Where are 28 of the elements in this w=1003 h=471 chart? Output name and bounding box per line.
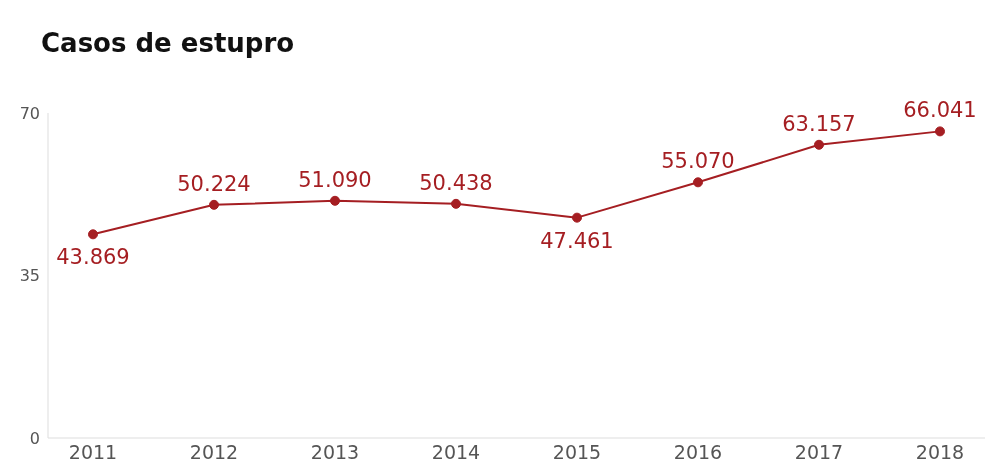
- x-tick-label: 2012: [189, 441, 239, 464]
- y-tick-label: 70: [19, 103, 40, 123]
- x-tick-label: 2015: [552, 441, 602, 464]
- point: [451, 198, 461, 209]
- x-tick-label: 2018: [915, 441, 965, 464]
- point: [330, 195, 340, 206]
- x-tick-label: 2011: [68, 441, 118, 464]
- point: [935, 126, 945, 137]
- y-tick-label: 0: [29, 428, 40, 448]
- x-tick-label: 2013: [310, 441, 360, 464]
- data-label: 43.869: [56, 245, 130, 270]
- point: [693, 177, 703, 188]
- chart-title: Casos de estupro: [40, 27, 296, 60]
- y-tick-label: 35: [19, 266, 40, 286]
- data-label: 50.438: [419, 170, 493, 195]
- data-label: 51.090: [298, 167, 372, 192]
- data-label: 55.070: [661, 149, 735, 174]
- data-label: 47.461: [540, 228, 614, 253]
- x-tick-label: 2014: [431, 441, 481, 464]
- point: [572, 212, 582, 223]
- data-label: 50.224: [177, 171, 251, 196]
- data-label: 63.157: [782, 111, 856, 136]
- point: [209, 199, 219, 210]
- x-tick-label: 2017: [794, 441, 844, 464]
- x-tick-label: 2016: [673, 441, 723, 464]
- point: [88, 229, 98, 240]
- point: [814, 139, 824, 150]
- data-label: 66.041: [903, 98, 977, 123]
